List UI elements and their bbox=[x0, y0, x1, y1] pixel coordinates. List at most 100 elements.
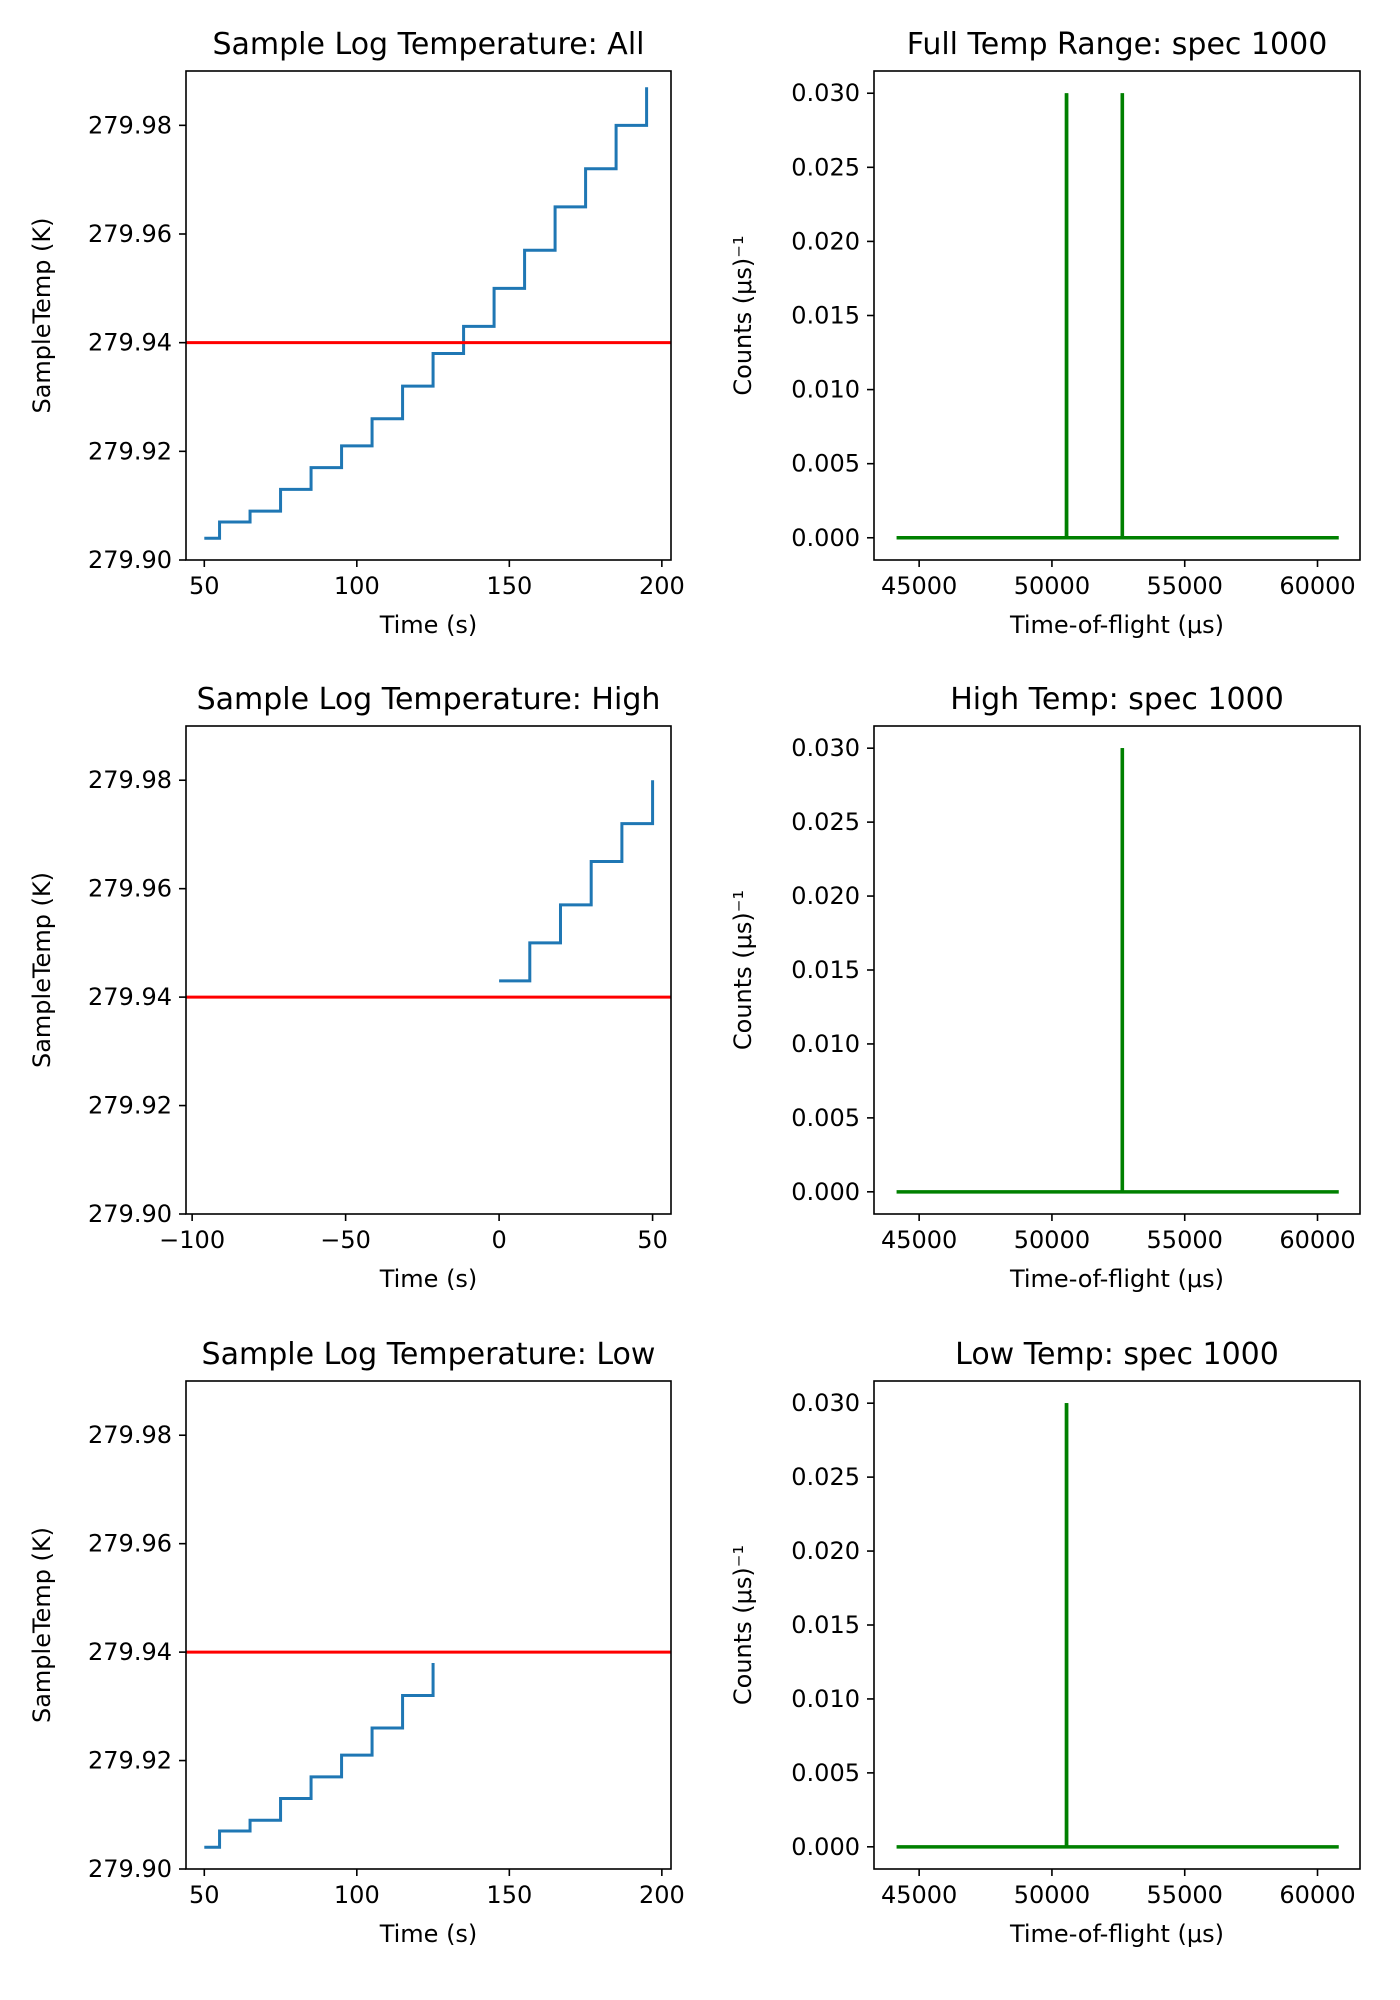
y-tick-label: 279.92 bbox=[88, 437, 172, 465]
y-axis-label: SampleTemp (K) bbox=[28, 1527, 56, 1723]
subplot-4: 45000 50000 55000 60000 0.000 0.005 0.010 0.015… bbox=[729, 682, 1361, 1293]
spectrum-series bbox=[896, 748, 1339, 1194]
x-axis-label: Time (s) bbox=[379, 1920, 478, 1948]
axes-frame bbox=[185, 725, 672, 1215]
y-tick-label: 0.025 bbox=[791, 808, 860, 836]
x-axis-label: Time-of-flight (μs) bbox=[1009, 611, 1224, 639]
chart-title: Low Temp: spec 1000 bbox=[955, 1337, 1279, 1372]
x-tick-label: 55000 bbox=[1147, 572, 1223, 600]
x-tick-label: 0 bbox=[491, 1226, 506, 1254]
y-tick-label: 279.98 bbox=[88, 1421, 172, 1449]
y-tick-label: 0.000 bbox=[791, 1178, 860, 1206]
x-tick-label: 50000 bbox=[1014, 1881, 1090, 1909]
x-tick-label: 60000 bbox=[1279, 1226, 1355, 1254]
y-tick-label: 279.90 bbox=[88, 1200, 172, 1228]
y-tick-label: 0.030 bbox=[791, 734, 860, 762]
x-tick-label: 100 bbox=[334, 1881, 380, 1909]
axes-frame bbox=[873, 725, 1361, 1215]
chart-title: High Temp: spec 1000 bbox=[950, 682, 1284, 717]
y-tick-label: 0.025 bbox=[791, 1463, 860, 1491]
x-tick-label: 150 bbox=[486, 572, 532, 600]
chart-title: Full Temp Range: spec 1000 bbox=[907, 27, 1328, 62]
plot-data-area bbox=[186, 780, 671, 999]
axes-frame bbox=[185, 1380, 672, 1870]
y-tick-label: 279.94 bbox=[88, 1638, 172, 1666]
temperature-step-series bbox=[204, 87, 649, 540]
plot-data-area bbox=[186, 87, 671, 540]
x-axis-label: Time-of-flight (μs) bbox=[1009, 1920, 1224, 1948]
x-tick-label: 60000 bbox=[1279, 1881, 1355, 1909]
x-tick-label: 45000 bbox=[881, 572, 957, 600]
y-tick-label: 279.92 bbox=[88, 1092, 172, 1120]
y-tick-label: 0.030 bbox=[791, 1389, 860, 1417]
axes-frame bbox=[873, 1380, 1361, 1870]
y-tick-label: 279.94 bbox=[88, 983, 172, 1011]
y-tick-label: 279.96 bbox=[88, 1530, 172, 1558]
chart-title: Sample Log Temperature: High bbox=[197, 682, 661, 717]
y-tick-label: 0.005 bbox=[791, 450, 860, 478]
y-tick-label: 279.96 bbox=[88, 220, 172, 248]
y-tick-label: 0.000 bbox=[791, 524, 860, 552]
subplot-6: 45000 50000 55000 60000 0.000 0.005 0.010 0.015… bbox=[729, 1337, 1361, 1948]
subplot-5: 50 100 150 200 279.90 279.92 279.94 279.96 279.9… bbox=[28, 1337, 685, 1948]
y-tick-label: 0.010 bbox=[791, 376, 860, 404]
y-axis-label: Counts (μs)⁻¹ bbox=[729, 890, 757, 1050]
y-tick-label: 0.005 bbox=[791, 1759, 860, 1787]
x-tick-label: 50 bbox=[189, 1881, 220, 1909]
y-tick-label: 279.96 bbox=[88, 875, 172, 903]
chart-title: Sample Log Temperature: All bbox=[212, 27, 644, 62]
y-tick-label: 0.030 bbox=[791, 79, 860, 107]
x-tick-label: 55000 bbox=[1147, 1226, 1223, 1254]
y-tick-label: 0.015 bbox=[791, 1611, 860, 1639]
x-axis-label: Time-of-flight (μs) bbox=[1009, 1265, 1224, 1293]
x-tick-label: 200 bbox=[639, 1881, 685, 1909]
x-tick-label: 100 bbox=[334, 572, 380, 600]
y-tick-label: 0.020 bbox=[791, 1537, 860, 1565]
x-tick-label: −100 bbox=[159, 1226, 225, 1254]
subplot-3: −100 −50 0 50 279.90 279.92 279.94 279.96 279.98… bbox=[28, 682, 672, 1293]
y-tick-label: 0.000 bbox=[791, 1833, 860, 1861]
spectrum-series bbox=[896, 1403, 1339, 1849]
plot-data-area bbox=[896, 93, 1339, 540]
x-tick-label: 200 bbox=[639, 572, 685, 600]
x-tick-label: 55000 bbox=[1147, 1881, 1223, 1909]
y-axis-label: SampleTemp (K) bbox=[28, 217, 56, 413]
temperature-step-series bbox=[499, 780, 655, 983]
axes-frame bbox=[873, 70, 1361, 561]
subplot-1: 50 100 150 200 279.90 279.92 279.94 279.96 279.9… bbox=[28, 27, 685, 639]
x-tick-label: 50000 bbox=[1014, 1226, 1090, 1254]
y-tick-label: 0.015 bbox=[791, 302, 860, 330]
chart-title: Sample Log Temperature: Low bbox=[202, 1337, 656, 1372]
plot-data-area bbox=[896, 1403, 1339, 1849]
y-tick-label: 0.015 bbox=[791, 956, 860, 984]
y-tick-label: 0.020 bbox=[791, 227, 860, 255]
y-tick-label: 279.98 bbox=[88, 111, 172, 139]
y-tick-label: 279.92 bbox=[88, 1747, 172, 1775]
x-tick-label: 45000 bbox=[881, 1226, 957, 1254]
x-tick-label: 50 bbox=[189, 572, 220, 600]
x-tick-label: 50 bbox=[637, 1226, 668, 1254]
x-tick-label: 150 bbox=[486, 1881, 532, 1909]
x-tick-label: 45000 bbox=[881, 1881, 957, 1909]
y-tick-label: 279.98 bbox=[88, 766, 172, 794]
y-axis-label: Counts (μs)⁻¹ bbox=[729, 1545, 757, 1705]
y-tick-label: 0.010 bbox=[791, 1030, 860, 1058]
axes-frame bbox=[185, 70, 672, 561]
y-tick-label: 0.020 bbox=[791, 882, 860, 910]
y-tick-label: 0.005 bbox=[791, 1104, 860, 1132]
x-tick-label: 60000 bbox=[1279, 572, 1355, 600]
x-tick-label: 50000 bbox=[1014, 572, 1090, 600]
y-axis-label: Counts (μs)⁻¹ bbox=[729, 235, 757, 395]
subplot-2: 45000 50000 55000 60000 0.000 0.005 0.010 0.015… bbox=[729, 27, 1361, 639]
x-axis-label: Time (s) bbox=[379, 1265, 478, 1293]
y-axis-label: SampleTemp (K) bbox=[28, 872, 56, 1068]
plot-data-area bbox=[896, 748, 1339, 1194]
y-tick-label: 279.94 bbox=[88, 329, 172, 357]
x-tick-label: −50 bbox=[320, 1226, 371, 1254]
plot-data-area bbox=[186, 1650, 671, 1849]
y-tick-label: 0.010 bbox=[791, 1685, 860, 1713]
spectrum-series bbox=[896, 93, 1339, 540]
temperature-step-series bbox=[204, 1662, 435, 1849]
y-tick-label: 279.90 bbox=[88, 546, 172, 574]
